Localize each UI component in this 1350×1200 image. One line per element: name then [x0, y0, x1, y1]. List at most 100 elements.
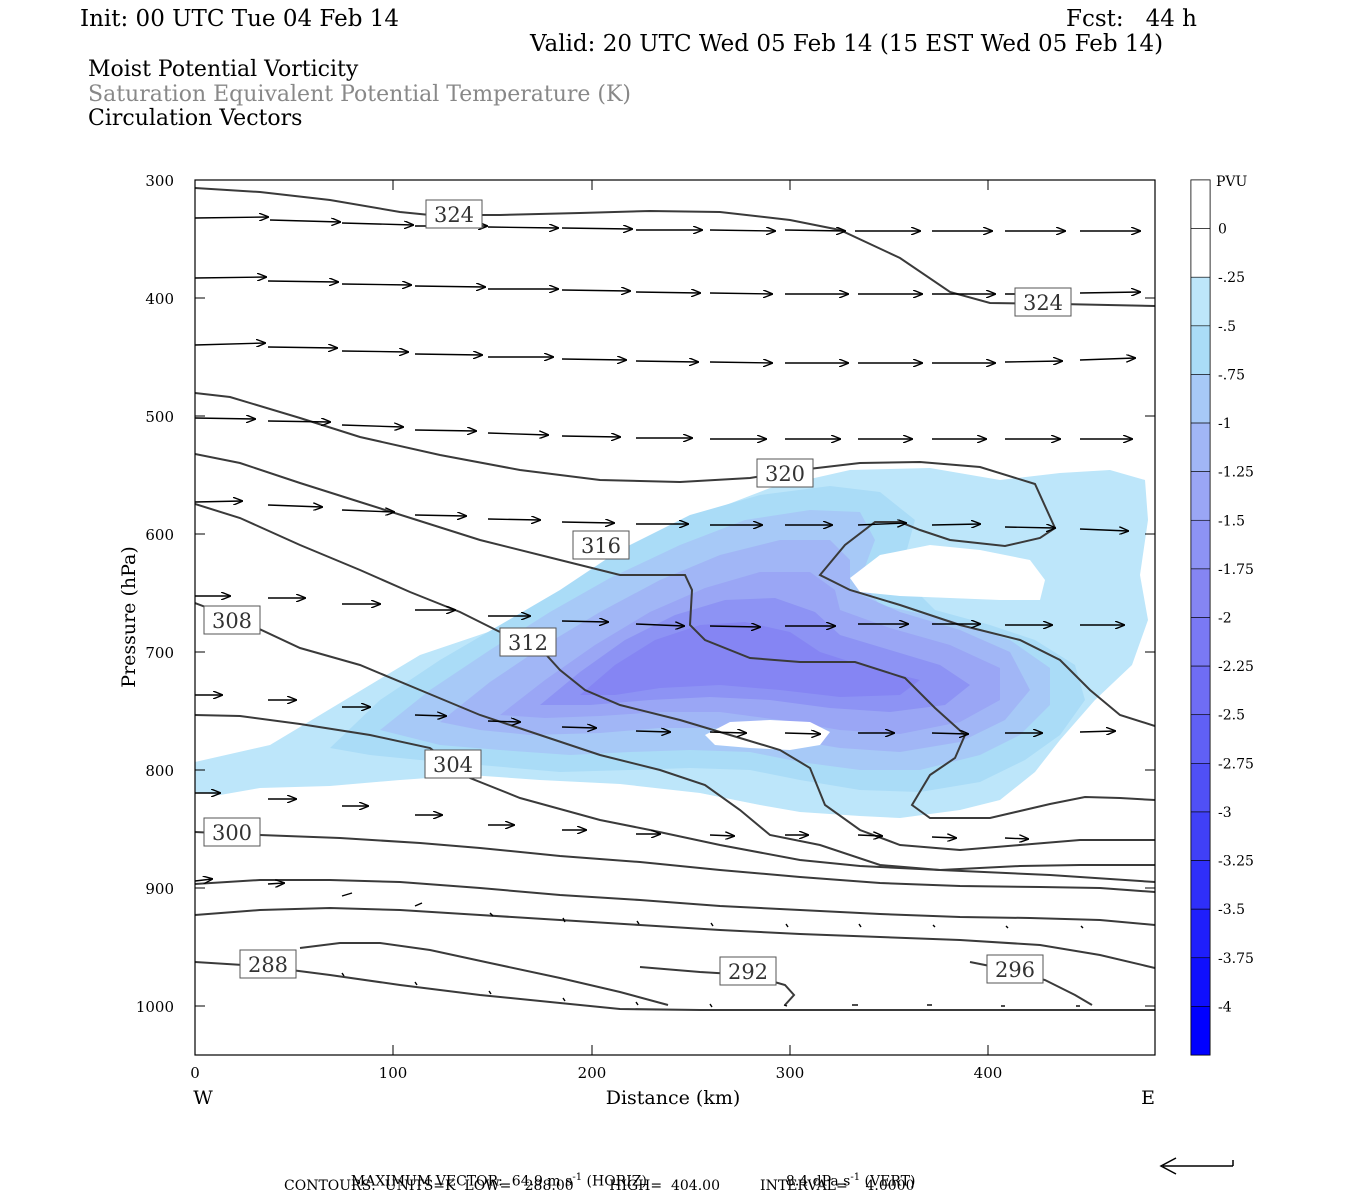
y-tick-label: 900 — [145, 880, 174, 898]
vector — [561, 522, 614, 523]
footer-horiz-text: (HORIZ) — [582, 1173, 647, 1190]
vector — [561, 621, 608, 622]
vector — [709, 230, 775, 231]
x-tick-labels: 0 100 200 300 400 — [190, 1064, 1002, 1082]
colorbar-swatch — [1190, 374, 1211, 424]
vector — [267, 883, 284, 884]
plot-frame — [194, 179, 1156, 1056]
y-axis — [195, 179, 1155, 1007]
colorbar-swatch — [1190, 471, 1211, 521]
y-axis-title: Pressure (hPa) — [118, 546, 140, 688]
colorbar-level-label: -.25 — [1218, 270, 1245, 286]
footer-max-vector: MAXIMUM VECTOR: 64.9 m s-1 (HORIZ) — [342, 1159, 647, 1189]
pv-shade-level-7 — [580, 622, 920, 697]
x-axis — [194, 180, 989, 1055]
vector — [414, 354, 482, 355]
vector-short — [710, 922, 714, 927]
vector — [561, 436, 620, 437]
vector — [709, 626, 760, 627]
y-tick-label: 800 — [145, 762, 174, 780]
colorbar-level-label: -1 — [1218, 416, 1232, 432]
colorbar-level-label: -3.25 — [1218, 854, 1254, 870]
field-title-vectors: Circulation Vectors — [88, 106, 303, 131]
vector — [931, 837, 956, 838]
colorbar-swatch — [1190, 325, 1211, 375]
contour-label-text: 304 — [433, 753, 473, 777]
colorbar-swatch — [1190, 860, 1211, 910]
colorbar-level-label: -2 — [1218, 611, 1232, 627]
vector — [1004, 361, 1062, 362]
footer-max-vector-exp: -1 — [572, 1172, 583, 1183]
y-tick-label: 600 — [145, 526, 174, 544]
x-axis-west-label: W — [193, 1087, 213, 1109]
contour-304 — [195, 714, 1155, 883]
contour-label-288: 288 — [239, 949, 297, 979]
colorbar-level-label: -2.25 — [1218, 659, 1254, 675]
vector-short — [932, 924, 936, 928]
colorbar-swatch — [1190, 519, 1211, 570]
colorbar-swatch — [1190, 228, 1211, 278]
x-tick-label: 200 — [578, 1064, 607, 1082]
footer-contours: CONTOURS: UNITS=K LOW= 288.00 HIGH= 404.… — [284, 1178, 915, 1194]
colorbar-swatch — [1190, 276, 1211, 327]
vector — [635, 731, 670, 732]
pv-hole-east — [850, 545, 1045, 600]
contour-296 — [195, 879, 1155, 926]
vector-short — [562, 997, 566, 1002]
vector-short — [562, 917, 566, 923]
colorbar-level-label: -3.5 — [1218, 902, 1245, 918]
contour-label-text: 296 — [995, 958, 1035, 982]
colorbar-level-label: -3.75 — [1218, 951, 1254, 967]
colorbar-level-label: -1.25 — [1218, 465, 1254, 481]
vector — [414, 715, 446, 716]
vector — [1079, 358, 1135, 360]
contour-label-296: 296 — [986, 954, 1044, 984]
vector-short — [785, 923, 789, 928]
colorbar-level-label: -2.75 — [1218, 756, 1254, 772]
vector — [857, 523, 906, 525]
contour-label-324-top: 324 — [425, 199, 483, 229]
colorbar-swatch — [1190, 763, 1211, 813]
contour-label-layer: 324 324 320 316 312 308 304 300 — [203, 199, 1072, 986]
vector — [414, 430, 476, 431]
x-tick-label: 100 — [379, 1064, 408, 1082]
vector-short — [489, 912, 494, 917]
colorbar-swatch — [1190, 908, 1211, 959]
colorbar-unit: PVU — [1216, 174, 1248, 190]
vector — [267, 347, 337, 348]
vector — [341, 223, 413, 225]
vector — [561, 228, 632, 229]
colorbar-swatches — [1190, 179, 1211, 1056]
vector — [561, 727, 596, 728]
vector — [341, 425, 403, 427]
x-tick-label: 0 — [190, 1064, 200, 1082]
field-title-theta-es: Saturation Equivalent Potential Temperat… — [88, 82, 631, 107]
vector — [709, 293, 772, 294]
vector — [1004, 838, 1028, 839]
vector — [931, 733, 968, 734]
colorbar-level-label: -1.5 — [1218, 513, 1245, 529]
contour-label-text: 308 — [212, 609, 252, 633]
colorbar-level-label: -4 — [1218, 999, 1232, 1015]
vector — [784, 733, 820, 734]
x-tick-label: 300 — [776, 1064, 805, 1082]
contour-292 — [195, 906, 1155, 969]
vector-short — [341, 892, 353, 897]
colorbar-swatch — [1190, 665, 1211, 716]
vector — [635, 292, 700, 293]
vector — [709, 732, 746, 733]
vector-short — [1080, 925, 1084, 929]
vector — [195, 418, 255, 419]
vector — [414, 515, 466, 516]
colorbar: PVU 0 -.25 -.5 -.75 -1 -1.25 -1.5 -1.75 -2 -2.25 -… — [1190, 174, 1254, 1056]
x-tick-label: 400 — [974, 1064, 1003, 1082]
colorbar-level-label: -2.5 — [1218, 708, 1245, 724]
reference-vector-arrowhead — [1159, 1157, 1177, 1175]
y-tick-label: 300 — [145, 172, 174, 190]
contour-label-316: 316 — [572, 530, 630, 560]
footer-vert-text: (VERT) — [860, 1173, 916, 1190]
field-title-pv: Moist Potential Vorticity — [88, 57, 359, 82]
colorbar-swatch — [1190, 422, 1211, 472]
y-tick-labels: 300 400 500 600 700 800 900 1000 — [136, 172, 174, 1016]
